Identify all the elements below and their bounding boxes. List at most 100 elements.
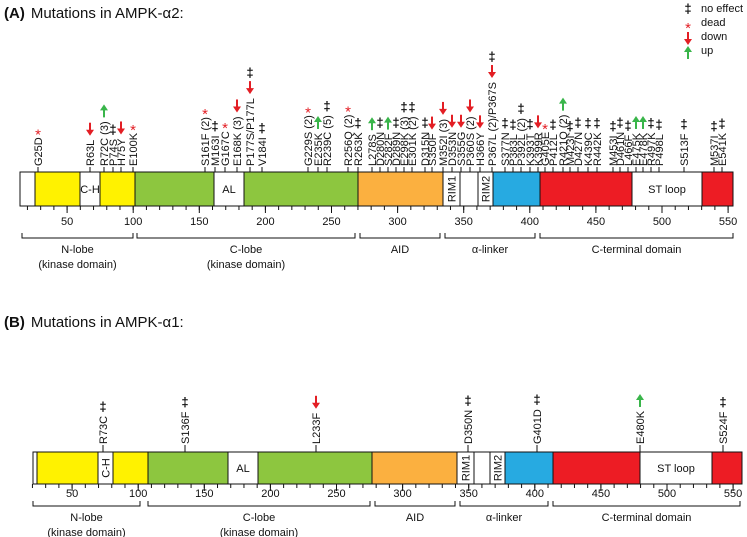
down-arrow (439, 101, 447, 115)
region-bracket (444, 233, 536, 239)
no-effect-symbol: ‡ (574, 115, 581, 130)
domain-segment (711, 451, 743, 485)
mutation-label: E168K (3) (232, 116, 244, 166)
tick-label: 50 (66, 488, 78, 500)
domain-segment (243, 171, 359, 207)
mutation-label: E480K (635, 410, 647, 444)
mutation-label: R72C (3) (99, 121, 111, 166)
tick-label: 400 (526, 488, 544, 500)
legend-label: down (701, 31, 727, 43)
region-label: C-terminal domain (592, 244, 682, 256)
no-effect-symbol: ‡ (181, 395, 188, 410)
no-effect-symbol: ‡ (710, 118, 717, 133)
mutation-label: E235K (313, 132, 325, 166)
tick-label: 350 (460, 488, 478, 500)
no-effect-symbol: ‡ (246, 65, 253, 80)
dead-symbol: * (222, 120, 228, 137)
tick-label: 300 (388, 216, 406, 228)
legend-symbol: ‡ (684, 1, 691, 16)
mutation-label: D461N (615, 132, 627, 166)
down-arrow (117, 121, 125, 135)
mutation-label: K399R (533, 132, 545, 166)
arrow-head (246, 88, 254, 95)
mutation-label: R73C (98, 416, 110, 444)
domain-label: C-H (101, 458, 113, 478)
no-effect-symbol: ‡ (501, 115, 508, 130)
no-effect-symbol: ‡ (566, 118, 573, 133)
arrow-head (428, 123, 436, 130)
domain-segment (492, 171, 541, 207)
legend-label: up (701, 45, 713, 57)
mutation-label: M453I (608, 135, 620, 166)
arrow-head (448, 121, 456, 128)
legend-symbol: * (685, 20, 691, 37)
domain-label: RIM2 (481, 176, 493, 202)
domain-label: ST loop (657, 463, 695, 475)
region-bracket (374, 501, 456, 507)
no-effect-symbol: ‡ (464, 393, 471, 408)
region-sublabel: (kinase domain) (207, 259, 285, 271)
down-arrow (457, 114, 465, 128)
tick-label: 100 (124, 216, 142, 228)
arrow-head (632, 115, 640, 122)
mutation-label: R421Q (2) (558, 115, 570, 166)
mutation-label: S350F (427, 133, 439, 166)
domain-segment (504, 451, 554, 485)
dead-symbol: * (345, 104, 351, 121)
mutation-label: E478K (638, 132, 650, 166)
up-arrow (100, 104, 108, 118)
panel-title: (B) Mutations in AMPK-α1: (4, 314, 184, 331)
arrow-head (684, 39, 692, 45)
no-effect-symbol: ‡ (655, 117, 662, 132)
down-arrow (476, 115, 484, 129)
dead-symbol: * (35, 126, 41, 143)
mutation-label: S377N (500, 132, 512, 166)
dead-symbol: * (305, 104, 311, 121)
domain-label: RIM2 (493, 455, 505, 481)
region-bracket (552, 501, 741, 507)
tick-label: 150 (190, 216, 208, 228)
no-effect-symbol: ‡ (647, 115, 654, 130)
arrow-head (534, 122, 542, 129)
mutation-label: G401D (532, 409, 544, 444)
no-effect-symbol: ‡ (258, 120, 265, 135)
mutation-label: G229S (2) (303, 115, 315, 166)
arrow-head (86, 129, 94, 136)
domain-segment (639, 451, 713, 485)
region-label: α-linker (486, 512, 523, 524)
domain-segment (19, 171, 36, 207)
mutation-label: M423I (565, 135, 577, 166)
tick-label: 300 (393, 488, 411, 500)
up-arrow (639, 115, 647, 129)
no-effect-symbol: ‡ (624, 118, 631, 133)
no-effect-symbol: ‡ (354, 115, 361, 130)
mutation-label: P392L (2) (516, 118, 528, 166)
arrow-head (684, 46, 692, 52)
mutation-label: S282F (383, 133, 395, 166)
mutation-label: L466F (623, 135, 635, 166)
legend-label: dead (701, 17, 725, 29)
tick-label: 200 (261, 488, 279, 500)
tick-label: 400 (521, 216, 539, 228)
domain-label: RIM1 (447, 176, 459, 202)
domain-segment (357, 171, 444, 207)
arrow-head (117, 128, 125, 135)
domain-segment (459, 171, 479, 207)
tick-label: 450 (592, 488, 610, 500)
no-effect-symbol: ‡ (526, 117, 533, 132)
mutation-label: D315N (420, 132, 432, 166)
mutation-label: G25D (33, 137, 45, 166)
tick-label: 450 (587, 216, 605, 228)
mutation-label: E541K (717, 132, 729, 166)
region-label: C-lobe (243, 512, 275, 524)
no-effect-symbol: ‡ (609, 118, 616, 133)
mutation-label: P498L (654, 134, 666, 166)
down-arrow (488, 65, 496, 79)
dead-symbol: * (202, 106, 208, 123)
mutation-label: D353N (447, 132, 459, 166)
down-arrow (233, 99, 241, 113)
down-arrow (246, 81, 254, 95)
domain-segment (539, 171, 633, 207)
domain-label: AL (236, 463, 249, 475)
